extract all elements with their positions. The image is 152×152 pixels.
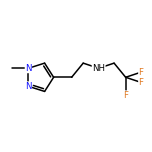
Text: N: N [25, 82, 32, 91]
Text: F: F [139, 68, 144, 77]
Text: NH: NH [92, 64, 105, 73]
Text: N: N [25, 64, 32, 73]
Text: F: F [139, 78, 144, 87]
Text: F: F [123, 91, 128, 100]
